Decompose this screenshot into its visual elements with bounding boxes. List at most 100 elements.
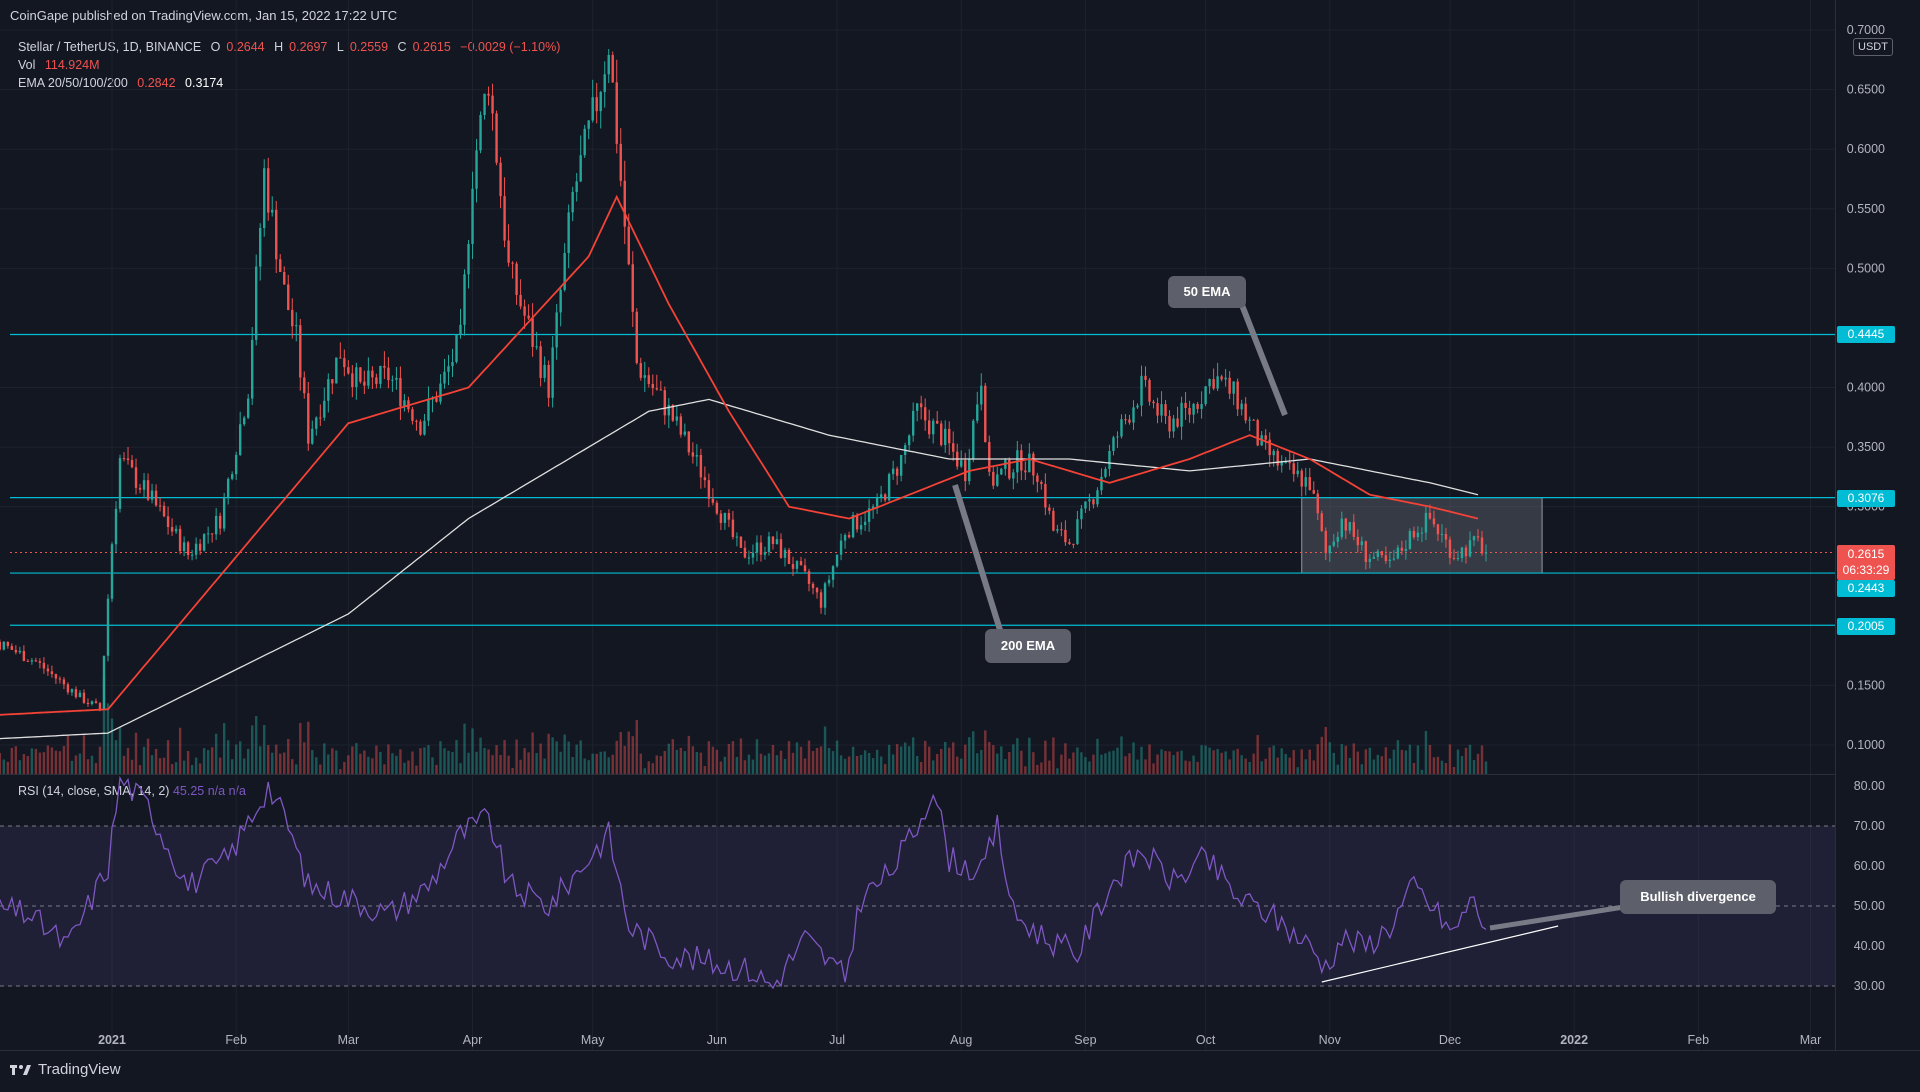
candle-body [1464, 547, 1468, 557]
volume-bar [751, 759, 755, 774]
candle-body [383, 365, 386, 368]
candle-body [1428, 512, 1432, 519]
time-tick-11: Dec [1439, 1033, 1461, 1047]
candle-body [1352, 522, 1356, 537]
candle-body [571, 191, 574, 213]
time-tick-9: Oct [1196, 1033, 1216, 1047]
callout-divergence: Bullish divergence [1620, 880, 1776, 914]
volume-bar [154, 748, 158, 774]
volume-bar [795, 742, 799, 774]
candle-body [1228, 377, 1231, 394]
candle-body [575, 181, 578, 192]
volume-bar [194, 757, 198, 774]
volume-bar [311, 750, 314, 774]
volume-bar [747, 754, 751, 774]
candle-body [110, 544, 114, 599]
volume-bar [287, 738, 290, 774]
candle-body [447, 366, 450, 372]
rsi-axis[interactable]: 80.00 70.00 60.00 50.00 40.00 30.00 [1854, 779, 1885, 993]
volume-bar [126, 748, 130, 774]
volume-bar [1352, 743, 1356, 774]
volume-bar [86, 759, 90, 774]
volume-bar [134, 732, 138, 774]
candle-body [287, 284, 290, 310]
volume-bar [419, 748, 422, 774]
volume-bar [1056, 768, 1059, 774]
bar-countdown: 06:33:29 [1842, 563, 1890, 577]
candle-body [839, 540, 843, 555]
candle-body [158, 505, 162, 507]
volume-bar [944, 741, 947, 774]
candle-body [1116, 436, 1119, 438]
time-tick-10: Nov [1319, 1033, 1342, 1047]
currency-label[interactable]: USDT [1853, 38, 1893, 56]
volume-bar [531, 732, 534, 774]
candle-body [1176, 418, 1179, 427]
legend-close: 0.2615 [412, 40, 451, 54]
candle-body [1312, 490, 1315, 494]
volume-bar [847, 756, 851, 774]
candle-body [1028, 453, 1031, 473]
time-tick-3: Apr [463, 1033, 482, 1047]
volume-bar [1256, 735, 1259, 774]
tradingview-logo[interactable]: TradingView [10, 1061, 121, 1078]
candle-body [1300, 470, 1303, 487]
volume-bar [984, 730, 987, 774]
candle-body [936, 420, 939, 424]
candle-body [174, 528, 178, 532]
volume-bar [1080, 752, 1083, 774]
rsi-tick-4: 40.00 [1854, 939, 1885, 953]
candle-body [1108, 451, 1111, 469]
candle-body [118, 458, 122, 509]
candle-body [915, 403, 919, 411]
candle-body [1456, 557, 1460, 559]
candle-body [1400, 547, 1404, 551]
volume-bar [771, 745, 775, 774]
volume-bar [787, 741, 791, 774]
volume-bars [0, 677, 1488, 774]
price-axis[interactable]: 0.7000 0.6500 0.6000 0.5500 0.5000 0.4000 0.35… [1847, 23, 1885, 752]
volume-bar [1008, 751, 1011, 774]
volume-bar [1480, 745, 1484, 774]
candle-body [1084, 501, 1087, 509]
candle-body [1068, 542, 1071, 544]
volume-bar [783, 758, 787, 774]
volume-bar [1232, 750, 1235, 774]
price-tick-5: 0.4000 [1847, 381, 1885, 395]
volume-bar [711, 746, 715, 774]
candle-body [591, 97, 594, 121]
candle-body [1392, 558, 1396, 560]
volume-bar [166, 740, 170, 774]
legend-l-label: L [336, 40, 344, 54]
candle-body [879, 494, 883, 498]
candle-body [747, 557, 751, 559]
time-axis[interactable]: 2021 Feb Mar Apr May Jun Jul Aug Sep Oct Nov Dec 202… [98, 1033, 1920, 1047]
candle-body [663, 390, 667, 416]
candle-body [503, 196, 506, 241]
volume-bar [727, 744, 731, 774]
volume-bar [379, 751, 382, 774]
candle-body [114, 508, 118, 545]
candle-body [651, 383, 654, 389]
candle-body [495, 113, 498, 163]
volume-bar [1104, 753, 1107, 774]
candle-body [687, 431, 691, 453]
volume-bar [956, 756, 959, 774]
candle-body [1388, 559, 1392, 562]
pane-separator[interactable] [0, 774, 1835, 775]
volume-bar [611, 754, 614, 774]
candle-body [311, 428, 314, 444]
candle-body [703, 477, 707, 481]
candle-body [699, 455, 703, 478]
candle-body [767, 536, 771, 553]
volume-bar [295, 764, 298, 774]
candle-body [1092, 499, 1095, 505]
volume-bar [1408, 744, 1412, 774]
candle-body [515, 263, 518, 295]
candle-body [695, 455, 699, 457]
volume-bar [170, 764, 174, 774]
candle-body [843, 535, 847, 541]
volume-bar [78, 753, 82, 774]
candle-body [182, 542, 186, 552]
